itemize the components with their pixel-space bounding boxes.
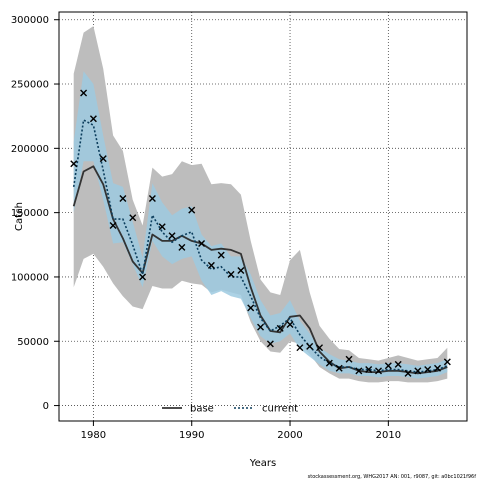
observed-point-2005 [335,364,343,372]
observed-point-2007 [355,367,363,375]
observed-point-2001 [296,344,304,352]
footer-credit: stockassessment.org, WHG2017 AN: 001, r9… [308,474,477,480]
y-tick-label-100000: 100000 [11,272,49,283]
observed-point-2003 [316,344,324,352]
observed-point-2011 [394,360,402,368]
observed-point-2009 [375,367,383,375]
observed-point-1997 [257,323,265,331]
observed-point-1981 [99,155,107,163]
legend: base current [162,404,298,415]
y-tick-label-0: 0 [43,401,49,412]
legend-label-base: base [190,404,214,415]
observed-point-1989 [178,243,186,251]
observed-point-2010 [384,362,392,370]
x-axis-title: Years [249,458,276,469]
observed-point-1994 [227,270,235,278]
observed-point-2002 [306,342,314,350]
observed-point-1998 [266,340,274,348]
observed-point-1979 [80,89,88,97]
x-tick-label-2010: 2010 [376,430,401,441]
observed-point-1987 [158,223,166,231]
observed-point-2016 [443,358,451,366]
x-tick-label-1980: 1980 [81,430,106,441]
y-tick-label-300000: 300000 [11,15,49,26]
confidence-bands [73,26,448,383]
x-tick-label-2000: 2000 [277,430,302,441]
observed-points [70,89,451,377]
plot-frame [58,11,468,422]
observed-point-2014 [424,366,432,374]
observed-point-1983 [119,194,127,202]
observed-point-1984 [129,214,137,222]
observed-point-1980 [89,115,97,123]
x-axis-ticks: 1980 1990 2000 2010 [81,421,401,441]
observed-point-1978 [70,160,78,168]
observed-point-2013 [414,367,422,375]
y-axis-title: Catch [14,202,25,231]
current-confidence-band [73,71,448,379]
observed-point-1992 [207,261,215,269]
observed-point-1996 [247,304,255,312]
observed-point-2015 [434,364,442,372]
observed-point-2012 [404,369,412,377]
observed-point-2004 [325,359,333,367]
observed-point-1986 [148,194,156,202]
legend-item-base: base [162,404,214,415]
observed-point-1990 [188,206,196,214]
x-tick-label-1990: 1990 [179,430,204,441]
observed-point-1991 [198,240,206,248]
observed-point-2006 [345,355,353,363]
y-tick-label-50000: 50000 [17,337,49,348]
observed-point-1993 [217,251,225,259]
observed-point-1995 [237,267,245,275]
y-tick-label-250000: 250000 [11,80,49,91]
observed-point-1988 [168,232,176,240]
legend-label-current: current [262,404,298,415]
y-tick-label-200000: 200000 [11,144,49,155]
y-axis-ticks: 0 50000 100000 150000 200000 250000 300000 [11,15,59,412]
series-lines [72,119,448,375]
base-line [72,165,448,375]
observed-point-1985 [139,273,147,281]
y-tick-label-150000: 150000 [11,208,49,219]
observed-point-2008 [365,366,373,374]
legend-item-current: current [234,404,298,415]
observed-point-2000 [286,321,294,329]
observed-point-1999 [276,324,284,332]
observed-point-1982 [109,222,117,229]
